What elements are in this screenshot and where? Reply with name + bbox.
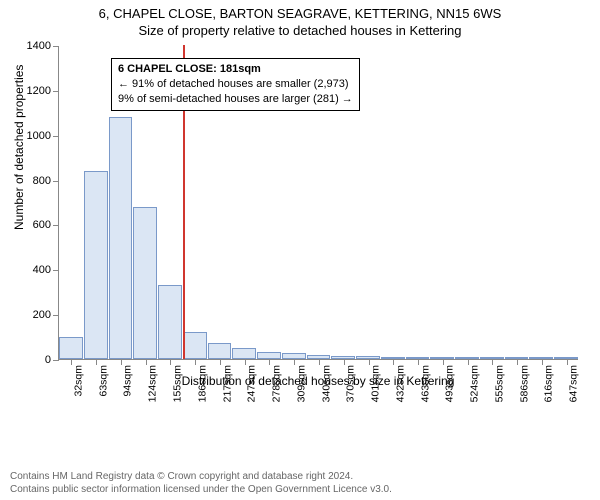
address-heading: 6, CHAPEL CLOSE, BARTON SEAGRAVE, KETTER…	[0, 0, 600, 21]
y-tick-label: 800	[33, 175, 59, 187]
histogram-bar	[257, 352, 281, 359]
chart-subtitle: Size of property relative to detached ho…	[0, 21, 600, 38]
y-axis-label: Number of detached properties	[12, 65, 26, 230]
histogram-bar	[183, 332, 207, 359]
y-tick-label: 1200	[27, 85, 59, 97]
info-line-larger: 9% of semi-detached houses are larger (2…	[118, 92, 353, 107]
y-tick-label: 600	[33, 219, 59, 231]
x-axis-label: Distribution of detached houses by size …	[58, 374, 578, 388]
attribution-line-1: Contains HM Land Registry data © Crown c…	[10, 471, 392, 484]
property-info-box: 6 CHAPEL CLOSE: 181sqm← 91% of detached …	[111, 58, 360, 111]
chart-area: 020040060080010001200140032sqm63sqm94sqm…	[58, 46, 578, 416]
histogram-bar	[84, 171, 108, 359]
histogram-bar	[158, 285, 182, 359]
histogram-bar	[133, 207, 157, 360]
y-tick-label: 200	[33, 309, 59, 321]
attribution-line-2: Contains public sector information licen…	[10, 484, 392, 497]
info-line-smaller: ← 91% of detached houses are smaller (2,…	[118, 77, 353, 92]
y-tick-label: 1000	[27, 130, 59, 142]
histogram-bar	[59, 337, 83, 359]
y-tick-label: 0	[45, 354, 59, 366]
histogram-bar	[109, 117, 133, 359]
histogram-bar	[208, 343, 232, 359]
histogram-bar	[232, 348, 256, 359]
info-line-title: 6 CHAPEL CLOSE: 181sqm	[118, 62, 353, 77]
plot-region: 020040060080010001200140032sqm63sqm94sqm…	[58, 46, 578, 360]
attribution-text: Contains HM Land Registry data © Crown c…	[10, 471, 392, 496]
y-tick-label: 1400	[27, 40, 59, 52]
y-tick-label: 400	[33, 264, 59, 276]
